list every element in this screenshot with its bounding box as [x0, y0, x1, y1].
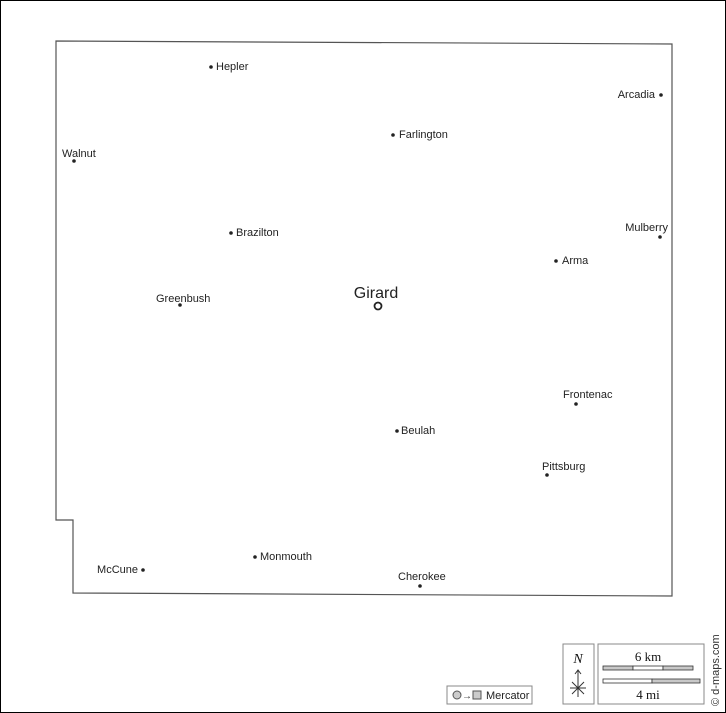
projection-legend: → Mercator: [446, 685, 533, 705]
place-label: Mulberry: [625, 222, 668, 234]
place-dot: [658, 235, 662, 239]
place-beulah: Beulah: [395, 425, 435, 437]
north-label: N: [572, 652, 583, 667]
credit-text: © d-maps.com: [710, 634, 722, 706]
place-dot: [229, 231, 233, 235]
place-arma: Arma: [554, 255, 589, 267]
globe-icon: [452, 690, 462, 700]
place-dot: [418, 584, 422, 588]
place-label: Farlington: [399, 129, 448, 141]
scale-bar: 6 km 4 mi: [597, 643, 705, 705]
place-dot: [209, 65, 213, 69]
place-label: Arma: [562, 255, 589, 267]
place-label: McCune: [97, 564, 138, 576]
north-arrow: N: [562, 643, 595, 705]
square-icon: [472, 690, 482, 700]
place-dot: [178, 303, 182, 307]
place-dot: [554, 259, 558, 263]
capital-marker: Girard: [354, 285, 398, 311]
place-label: Hepler: [216, 61, 249, 73]
place-monmouth: Monmouth: [253, 551, 312, 563]
place-dot: [141, 568, 145, 572]
place-dot: [659, 93, 663, 97]
arrow-icon: →: [462, 691, 472, 702]
place-label: Frontenac: [563, 389, 613, 401]
place-label: Brazilton: [236, 227, 279, 239]
scale-km-label: 6 km: [635, 649, 661, 664]
place-dot: [574, 402, 578, 406]
place-greenbush: Greenbush: [156, 293, 210, 307]
place-label: Pittsburg: [542, 461, 585, 473]
place-farlington: Farlington: [391, 129, 448, 141]
place-dot: [391, 133, 395, 137]
place-hepler: Hepler: [209, 61, 249, 73]
place-pittsburg: Pittsburg: [542, 461, 585, 477]
place-dot: [395, 429, 399, 433]
place-label: Arcadia: [618, 89, 656, 101]
place-label: Greenbush: [156, 293, 210, 305]
scale-mi-label: 4 mi: [636, 687, 660, 702]
place-label: Cherokee: [398, 571, 446, 583]
county-boundary: [55, 40, 673, 597]
place-dot: [72, 159, 76, 163]
place-arcadia: Arcadia: [618, 89, 663, 101]
place-frontenac: Frontenac: [563, 389, 613, 406]
place-dot: [253, 555, 257, 559]
place-walnut: Walnut: [62, 148, 96, 163]
place-mccune: McCune: [97, 564, 145, 576]
capital-label: Girard: [354, 285, 398, 302]
place-mulberry: Mulberry: [625, 222, 668, 239]
place-label: Beulah: [401, 425, 435, 437]
place-label: Walnut: [62, 148, 96, 160]
place-label: Monmouth: [260, 551, 312, 563]
place-cherokee: Cherokee: [398, 571, 446, 588]
place-dot: [545, 473, 549, 477]
projection-label: Mercator: [486, 690, 530, 702]
place-brazilton: Brazilton: [229, 227, 279, 239]
